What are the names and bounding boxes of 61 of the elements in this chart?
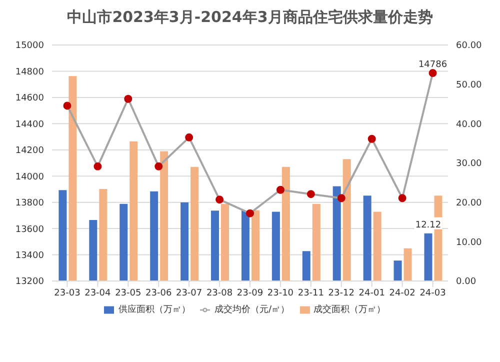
x-tick-label: 23-04 [84,288,112,298]
y2-tick-label: 40.00 [456,120,482,130]
x-tick-label: 23-09 [236,288,264,298]
x-tick-label: 24-02 [389,288,416,298]
y-tick-label: 15000 [15,41,44,52]
bar [373,212,382,281]
bar [130,141,138,281]
y-tick-label: 14000 [15,172,44,182]
legend-label: 供应面积（万㎡） [118,305,190,315]
data-label: 14786 [418,60,448,70]
bar [424,233,432,281]
y-tick-label: 13200 [15,277,44,288]
x-tick-label: 23-08 [206,288,233,298]
bar [342,159,351,281]
bar [272,212,280,281]
bar [221,204,230,281]
x-tick-label: 23-10 [267,288,294,298]
chart-title: 中山市2023年3月-2024年3月商品住宅供求量价走势 [66,8,434,27]
bar [190,166,199,281]
bar [211,210,220,281]
bar [332,186,341,281]
y-tick-label: 13600 [15,224,44,235]
y2-tick-label: 20.00 [456,198,482,209]
bar [302,251,310,281]
bar [160,151,168,281]
x-tick-label: 23-11 [298,288,324,298]
bar [404,248,412,281]
y-tick-label: 14600 [15,94,44,104]
y-tick-label: 14400 [15,120,44,130]
bar [282,166,290,281]
bar [150,191,158,281]
x-tick-label: 23-06 [146,288,172,298]
x-tick-label: 24-03 [420,288,446,298]
bar [89,220,98,281]
y2-tick-label: 50.00 [456,80,482,91]
bar [394,260,402,281]
x-tick-label: 24-01 [358,288,385,298]
x-tick-label: 23-03 [54,288,80,298]
y2-tick-label: 30.00 [456,159,482,170]
y-tick-label: 14800 [15,67,44,78]
bar [180,202,189,281]
bar [363,196,372,281]
bar [58,190,67,281]
legend-label: 成交均价（元/㎡） [214,305,290,315]
bar [68,76,77,281]
bar [251,210,260,281]
x-tick-label: 23-05 [115,288,142,298]
legend-label: 成交面积（万㎡） [314,305,386,315]
data-label: 12.12 [415,220,442,230]
y-tick-label: 13400 [15,250,44,261]
y-tick-label: 14200 [15,146,44,156]
bar [99,188,108,281]
bar [120,204,128,281]
y2-tick-label: 0.00 [456,277,476,288]
y2-tick-label: 60.00 [456,41,482,52]
y-tick-label: 13800 [15,198,44,209]
y2-tick-label: 10.00 [456,238,482,248]
bar [241,210,250,281]
x-tick-label: 23-12 [328,288,354,298]
x-tick-label: 23-07 [176,288,202,298]
bar [312,204,320,281]
